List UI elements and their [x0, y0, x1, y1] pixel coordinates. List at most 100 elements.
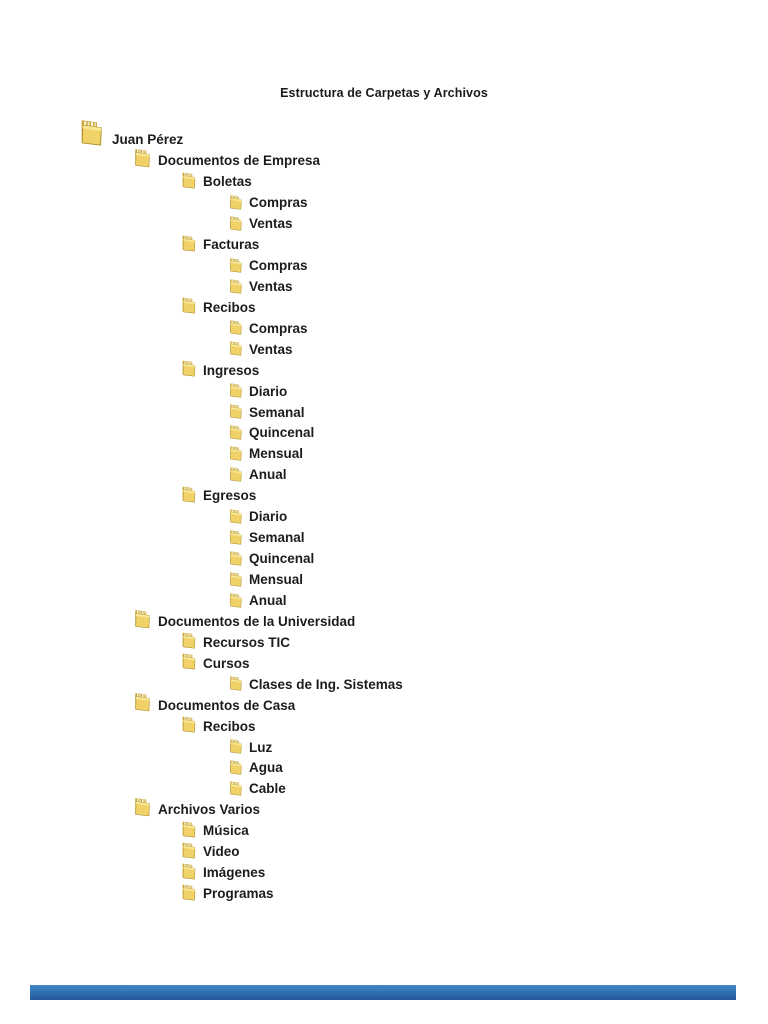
folder-icon	[230, 760, 242, 775]
tree-item: Agua	[226, 755, 768, 776]
tree-item-label: Agua	[249, 760, 283, 776]
tree-item: Ventas	[226, 274, 768, 295]
folder-icon	[182, 235, 196, 252]
tree-item: Ventas	[226, 336, 768, 357]
tree-item-label: Recursos TIC	[203, 634, 291, 650]
folder-icon	[230, 592, 242, 608]
tree-item: Ventas	[226, 211, 768, 232]
tree-item: Facturas	[178, 232, 768, 253]
tree-item: Ingresos	[178, 357, 768, 378]
tree-item-label: Programas	[203, 886, 274, 902]
folder-icon	[135, 693, 150, 712]
tree-item-label: Música	[203, 823, 249, 839]
folder-icon	[182, 884, 196, 901]
tree-item-label: Ventas	[249, 216, 293, 232]
tree-item-label: Compras	[249, 257, 308, 273]
tree-item: Documentos de Empresa	[130, 148, 768, 169]
folder-icon	[230, 676, 242, 691]
tree-item-label: Boletas	[203, 174, 252, 190]
folder-icon	[230, 341, 242, 356]
tree-item: Archivos Varios	[130, 797, 768, 818]
folder-icon	[230, 551, 242, 566]
folder-icon	[230, 781, 242, 796]
tree-item-label: Recibos	[203, 299, 256, 315]
folder-icon	[230, 383, 242, 398]
tree-item: Quincenal	[226, 420, 768, 441]
folder-icon	[230, 425, 242, 440]
folder-icon	[182, 654, 196, 670]
tree-item: Diario	[226, 378, 768, 399]
tree-item-label: Documentos de Empresa	[158, 153, 321, 169]
tree-item-label: Egresos	[203, 488, 257, 504]
tree-item-label: Cursos	[203, 655, 250, 671]
tree-item-label: Semanal	[249, 530, 305, 546]
tree-item: Recursos TIC	[178, 630, 768, 651]
folder-icon	[135, 609, 150, 628]
tree-item-label: Clases de Ing. Sistemas	[249, 676, 403, 692]
folder-icon	[135, 148, 150, 168]
folder-icon	[230, 572, 242, 587]
tree-item: Recibos	[178, 295, 768, 316]
tree-item: Imágenes	[178, 860, 768, 881]
tree-item: Anual	[226, 588, 768, 609]
tree-item: Semanal	[226, 399, 768, 420]
tree-item-label: Compras	[249, 320, 308, 336]
tree-item-label: Luz	[249, 739, 273, 755]
folder-icon	[230, 195, 242, 210]
tree-item-label: Ingresos	[203, 362, 260, 378]
tree-item-label: Archivos Varios	[158, 802, 261, 818]
tree-item-label: Documentos de Casa	[158, 697, 296, 713]
folder-icon	[182, 633, 196, 649]
tree-item-label: Cable	[249, 781, 286, 797]
tree-item-label: Ventas	[249, 278, 293, 294]
page-title: Estructura de Carpetas y Archivos	[280, 86, 488, 100]
tree-item-label: Ventas	[249, 341, 293, 357]
tree-item: Diario	[226, 504, 768, 525]
tree-item: Boletas	[178, 169, 768, 190]
tree-item: Documentos de Casa	[130, 692, 768, 713]
folder-icon	[230, 320, 242, 336]
tree-item: Juan Pérez	[74, 120, 768, 148]
tree-item: Programas	[178, 881, 768, 902]
folder-tree: Juan Pérez Documentos de Empresa Boletas	[0, 120, 768, 902]
tree-item-label: Diario	[249, 509, 288, 525]
tree-item-label: Imágenes	[203, 865, 266, 881]
folder-icon	[182, 716, 196, 733]
tree-item: Mensual	[226, 567, 768, 588]
folder-icon	[230, 446, 242, 461]
tree-item-label: Documentos de la Universidad	[158, 613, 356, 629]
tree-item: Video	[178, 839, 768, 860]
folder-icon	[230, 467, 242, 482]
folder-icon	[230, 216, 242, 231]
tree-item: Semanal	[226, 525, 768, 546]
folder-icon	[81, 120, 102, 146]
tree-item: Recibos	[178, 713, 768, 734]
folder-icon	[230, 404, 242, 419]
folder-icon	[135, 798, 150, 817]
footer-bar	[30, 985, 736, 1000]
tree-item: Quincenal	[226, 546, 768, 567]
tree-item-label: Anual	[249, 592, 287, 608]
tree-item: Luz	[226, 734, 768, 755]
tree-item: Egresos	[178, 483, 768, 504]
folder-icon	[182, 298, 196, 314]
folder-icon	[230, 257, 242, 273]
tree-item-label: Semanal	[249, 404, 305, 420]
folder-icon	[230, 278, 242, 294]
folder-icon	[230, 509, 242, 524]
tree-item: Música	[178, 818, 768, 839]
tree-item-label: Quincenal	[249, 425, 315, 441]
folder-icon	[182, 821, 196, 838]
tree-item-label: Mensual	[249, 572, 304, 588]
tree-item-label: Compras	[249, 195, 308, 211]
folder-icon	[182, 842, 196, 859]
tree-item-label: Facturas	[203, 237, 260, 253]
tree-item: Mensual	[226, 441, 768, 462]
tree-item: Clases de Ing. Sistemas	[226, 671, 768, 692]
tree-item-label: Recibos	[203, 718, 256, 734]
tree-item-label: Anual	[249, 467, 287, 483]
folder-icon	[182, 172, 196, 189]
folder-icon	[230, 530, 242, 545]
tree-item: Anual	[226, 462, 768, 483]
